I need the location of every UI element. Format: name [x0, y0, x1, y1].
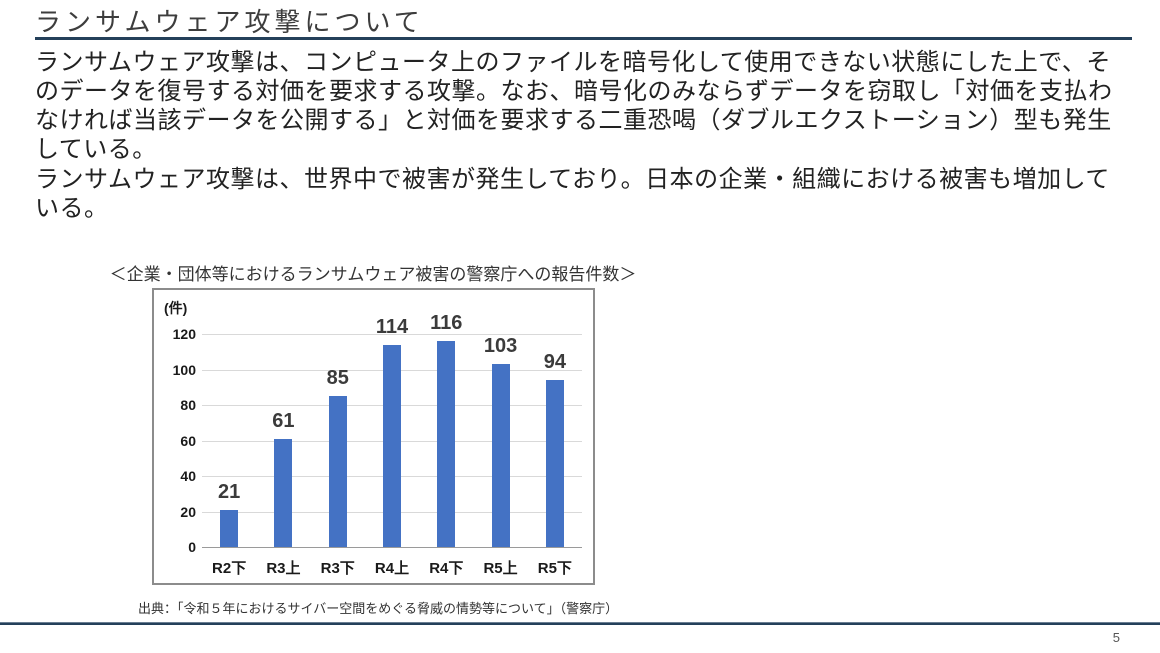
y-tick-label: 0: [188, 539, 196, 555]
bar: [545, 380, 564, 547]
bar: [491, 364, 510, 547]
paragraph-ransomware-definition: ランサムウェア攻撃は、コンピュータ上のファイルを暗号化して使用できない状態にした…: [35, 49, 1113, 163]
y-axis-unit-label: (件): [164, 300, 188, 316]
footer-divider: [0, 622, 1160, 625]
paragraph-damage-increase: ランサムウェア攻撃は、世界中で被害が発生しており。日本の企業・組織における被害も…: [35, 166, 1110, 222]
category-label: R5下: [537, 560, 572, 577]
bar-value-label: 103: [483, 335, 518, 358]
bar: [220, 509, 239, 547]
category-label: R4上: [374, 560, 410, 577]
y-tick-label: 40: [180, 468, 196, 484]
bar: [383, 344, 401, 547]
y-tick-label: 20: [180, 503, 196, 520]
y-tick-label: 80: [180, 397, 196, 413]
x-axis-line: [202, 547, 582, 548]
y-tick-label: 100: [172, 361, 196, 378]
chart-caption: ＜企業・団体等におけるランサムウェア被害の警察庁への報告件数＞: [109, 265, 637, 284]
bar: [437, 341, 456, 547]
bar: [328, 396, 347, 547]
title-underline: [35, 37, 1132, 40]
page-title: ランサムウェア攻撃について: [35, 7, 424, 37]
y-tick-label: 120: [172, 326, 196, 342]
category-label: R5上: [483, 560, 518, 577]
category-label: R3下: [320, 560, 355, 577]
category-label: R2下: [212, 560, 247, 577]
category-label: R4下: [429, 560, 464, 577]
bar-value-label: 94: [543, 351, 566, 374]
bar: [274, 438, 293, 547]
bar-value-label: 61: [272, 409, 295, 432]
bar-value-label: 85: [326, 367, 349, 390]
gridline: [202, 334, 582, 335]
category-label: R3上: [266, 560, 301, 577]
source-citation: 出典：「令和５年におけるサイバー空間をめぐる脅威の情勢等について」（警察庁）: [138, 601, 619, 616]
y-tick-label: 60: [180, 432, 196, 449]
bar-value-label: 21: [218, 480, 241, 503]
page-number: 5: [1112, 630, 1120, 645]
bar-value-label: 116: [430, 312, 463, 335]
bar-value-label: 114: [375, 315, 409, 338]
bar-chart: (件) 0 20 40 60 80 100 120 21 R2下 61 R3上 85 R3下 114 R4上…: [152, 288, 595, 585]
